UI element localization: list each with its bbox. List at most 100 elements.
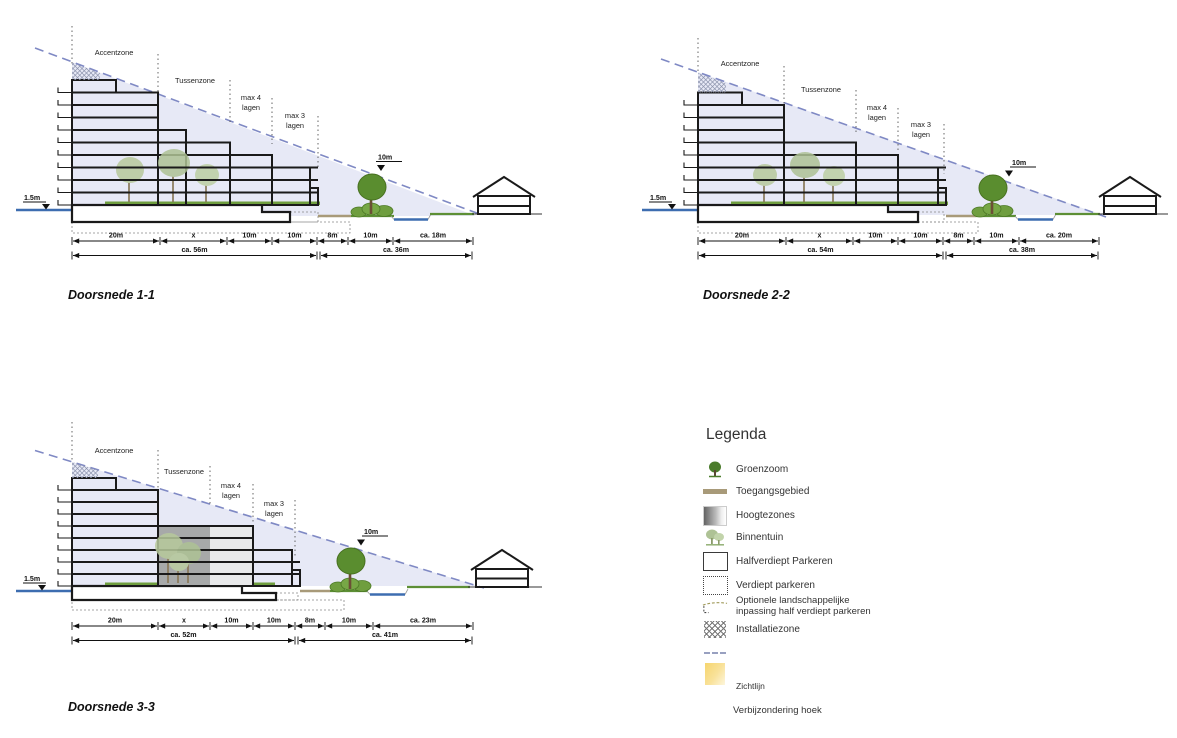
legend-item-label: Binnentuin bbox=[736, 531, 784, 543]
floor-level-ticks bbox=[57, 87, 72, 206]
legend-item-optionele-inpassing: Optionele landschappelijke inpassing hal… bbox=[702, 595, 876, 618]
max4-label: max 4 bbox=[867, 103, 887, 112]
max4-label: max 4 bbox=[241, 93, 261, 102]
legend: Legenda Groenzoom Toegangsgebied Hoogtez… bbox=[700, 424, 1030, 734]
legend-item-zichtlijn-swatch bbox=[702, 652, 736, 654]
verdiept-parkeren-box-icon bbox=[702, 576, 728, 595]
doorsnede-1-1-diagram: 10m bbox=[16, 26, 542, 260]
dim-label: 10m bbox=[342, 617, 356, 625]
max4-label2: lagen bbox=[222, 491, 240, 500]
dim-label: 10m bbox=[989, 232, 1003, 240]
dimension-row-2: ca. 56m ca. 36m bbox=[71, 246, 473, 260]
dim-label: ca. 23m bbox=[410, 617, 436, 625]
doorsnede-2-2-diagram: 10m bbox=[642, 38, 1168, 260]
verdiept-parkeren-outline bbox=[71, 599, 345, 611]
floor-level-ticks bbox=[57, 485, 72, 587]
dim-label: 10m bbox=[267, 617, 281, 625]
legend-item-verdiept-parkeren: Verdiept parkeren bbox=[702, 576, 815, 595]
height-marker-10m: 10m bbox=[1005, 159, 1036, 177]
groenzoom-tree bbox=[971, 174, 1014, 218]
water-level-marker: 1.5m bbox=[649, 194, 676, 210]
dim-label: x bbox=[192, 232, 196, 240]
water-level-label: 1.5m bbox=[24, 575, 40, 583]
max3-label2: lagen bbox=[912, 130, 930, 139]
legend-item-hoogtezones: Hoogtezones bbox=[702, 506, 795, 526]
halfverdiept-parkeren-box-icon bbox=[702, 552, 728, 571]
height-marker-label: 10m bbox=[1012, 159, 1026, 167]
legend-item-verbijzondering-swatch bbox=[702, 663, 736, 685]
section-title-3: Doorsnede 3-3 bbox=[68, 700, 155, 714]
dim-label: ca. 38m bbox=[1009, 246, 1035, 254]
dimension-row-1: 20m x 10m 10m 8m 10m ca. 18m bbox=[71, 232, 474, 245]
water-level-label: 1.5m bbox=[650, 194, 666, 202]
binnentuin-trees-icon bbox=[702, 529, 728, 546]
groenzoom-tree bbox=[329, 547, 372, 593]
installatiezone-hatch bbox=[72, 62, 100, 80]
dim-label: ca. 41m bbox=[372, 631, 398, 639]
floor-lines bbox=[72, 166, 318, 194]
max3-label2: lagen bbox=[286, 121, 304, 130]
dimension-row-2: ca. 52m ca. 41m bbox=[71, 631, 473, 645]
optionele-inpassing-icon bbox=[702, 597, 728, 617]
tussenzone-label: Tussenzone bbox=[175, 76, 215, 85]
dimension-row-1: 20m x 10m 10m 8m 10m ca. 23m bbox=[71, 617, 474, 630]
zichtlijn-dash-icon bbox=[702, 652, 728, 654]
legend-title: Legenda bbox=[706, 426, 767, 443]
dim-label: ca. 20m bbox=[1046, 232, 1072, 240]
dim-label: x bbox=[818, 232, 822, 240]
verbijzondering-hoek-label: Verbijzondering hoek bbox=[733, 705, 822, 716]
dim-label: 10m bbox=[224, 617, 238, 625]
max4-label2: lagen bbox=[242, 103, 260, 112]
zichtlijn-label: Zichtlijn bbox=[736, 681, 765, 691]
legend-item-label: Groenzoom bbox=[736, 463, 789, 475]
legend-item-label: Hoogtezones bbox=[736, 510, 795, 522]
dim-label: 20m bbox=[109, 232, 123, 240]
legend-item-halfverdiept-parkeren: Halfverdiept Parkeren bbox=[702, 552, 833, 571]
installatiezone-hatch bbox=[72, 462, 98, 478]
house bbox=[470, 548, 534, 588]
dim-label: ca. 36m bbox=[383, 246, 409, 254]
height-marker-label: 10m bbox=[364, 528, 378, 536]
dimension-row-1: 20m x 10m 10m 8m 10m ca. 20m bbox=[697, 232, 1100, 245]
zone-guide-lines bbox=[71, 422, 296, 558]
section-title-1: Doorsnede 1-1 bbox=[68, 288, 155, 302]
legend-item-label: Toegangsgebied bbox=[736, 486, 810, 497]
dim-label: 10m bbox=[913, 232, 927, 240]
max3-label2: lagen bbox=[265, 509, 283, 518]
dim-label: ca. 18m bbox=[420, 232, 446, 240]
garden-strip bbox=[731, 201, 948, 205]
house bbox=[472, 175, 536, 215]
dim-label: x bbox=[182, 617, 186, 625]
tussenzone-label: Tussenzone bbox=[164, 467, 204, 476]
legend-item-installatiezone: Installatiezone bbox=[702, 621, 800, 638]
zone-guide-lines bbox=[697, 38, 945, 174]
dim-label: 10m bbox=[242, 232, 256, 240]
installatiezone-hatch bbox=[698, 73, 726, 93]
legend-item-binnentuin: Binnentuin bbox=[702, 529, 783, 546]
groenzoom-tree bbox=[350, 173, 394, 218]
water-level-label: 1.5m bbox=[24, 194, 40, 202]
zone-labels: Accentzone Tussenzone max 4 lagen max 3 … bbox=[721, 59, 931, 139]
legend-item-label: Halfverdiept Parkeren bbox=[736, 555, 833, 567]
max3-label: max 3 bbox=[911, 120, 931, 129]
dim-label: 8m bbox=[953, 232, 963, 240]
dim-label: ca. 52m bbox=[170, 631, 196, 639]
height-marker-10m: 10m bbox=[357, 528, 388, 546]
groenzoom-tree-icon bbox=[702, 461, 728, 478]
sight-line bbox=[34, 449, 485, 589]
floor-level-ticks bbox=[683, 100, 698, 206]
dim-label: 10m bbox=[363, 232, 377, 240]
dim-label: 8m bbox=[305, 617, 315, 625]
installatiezone-hatch-icon bbox=[702, 621, 728, 638]
dim-label: 10m bbox=[287, 232, 301, 240]
sight-line bbox=[660, 58, 1107, 218]
max3-label: max 3 bbox=[285, 111, 305, 120]
sight-line bbox=[34, 47, 483, 216]
legend-item-toegangsgebied: Toegangsgebied bbox=[702, 486, 809, 498]
water-level-marker: 1.5m bbox=[23, 194, 50, 210]
accentzone-label: Accentzone bbox=[721, 59, 760, 68]
zone-guide-lines bbox=[71, 26, 319, 170]
floor-lines bbox=[698, 166, 946, 194]
floor-lines bbox=[72, 561, 300, 575]
